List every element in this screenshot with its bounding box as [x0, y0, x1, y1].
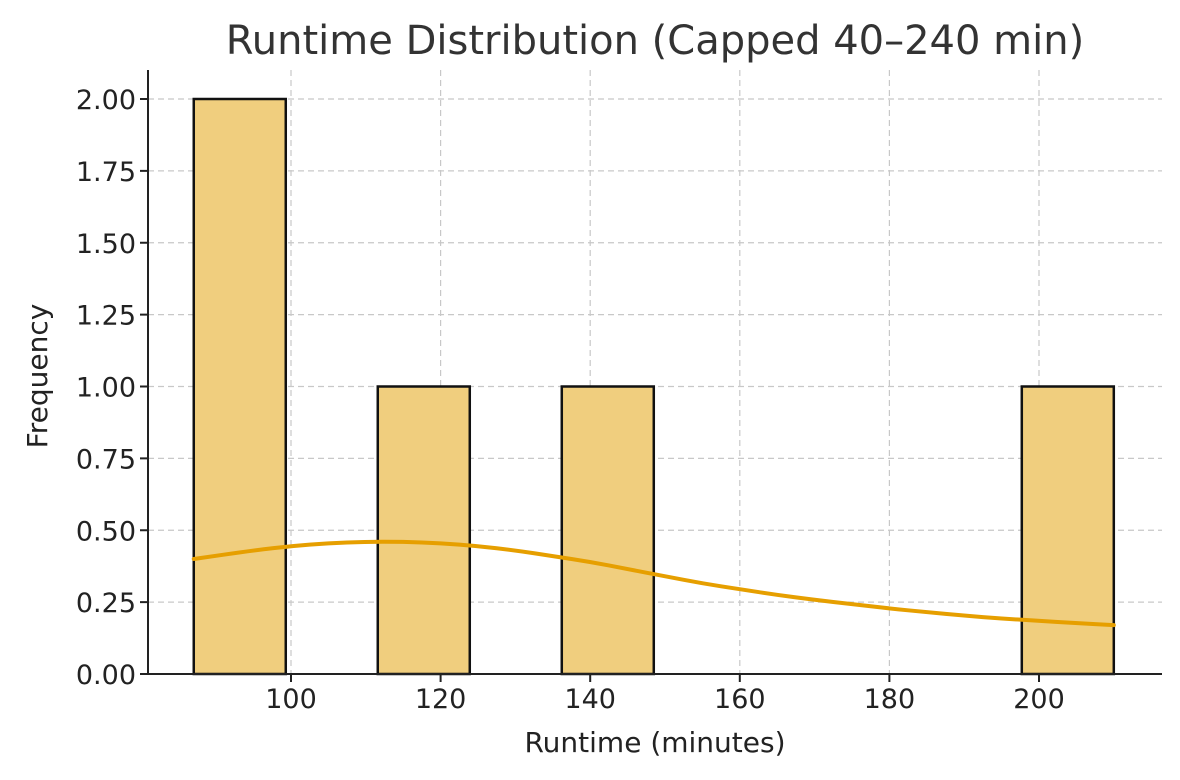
x-tick-label: 140	[564, 684, 616, 715]
histogram-bars	[192, 97, 1116, 676]
density-curve-group	[191, 539, 1116, 628]
y-tick-label: 1.25	[76, 301, 136, 332]
x-axis-label: Runtime (minutes)	[524, 726, 785, 759]
histogram-bar	[376, 385, 472, 676]
y-tick-label: 1.50	[76, 229, 136, 260]
x-tick-label: 200	[1013, 684, 1065, 715]
y-tick-label: 1.75	[76, 157, 136, 188]
histogram-bar	[560, 385, 656, 676]
y-tick-label: 0.00	[76, 660, 136, 691]
y-tick-label: 1.00	[76, 373, 136, 404]
x-tick-label: 180	[864, 684, 916, 715]
y-axis-label: Frequency	[21, 304, 54, 449]
histogram-bar	[1020, 385, 1116, 676]
y-tick-label: 0.75	[76, 444, 136, 475]
x-tick-label: 100	[265, 684, 317, 715]
y-ticks: 0.00 0.25 0.50 0.75 1.00 1.25 1.50 1.75 2.00	[76, 85, 148, 691]
y-tick-label: 0.50	[76, 516, 136, 547]
histogram-bar	[192, 97, 288, 676]
x-tick-label: 120	[415, 684, 467, 715]
y-tick-label: 2.00	[76, 85, 136, 116]
density-curve	[191, 539, 1116, 628]
y-tick-label: 0.25	[76, 588, 136, 619]
x-tick-label: 160	[714, 684, 766, 715]
chart-title: Runtime Distribution (Capped 40–240 min)	[226, 18, 1084, 64]
x-ticks: 100 120 140 160 180 200	[265, 674, 1065, 715]
